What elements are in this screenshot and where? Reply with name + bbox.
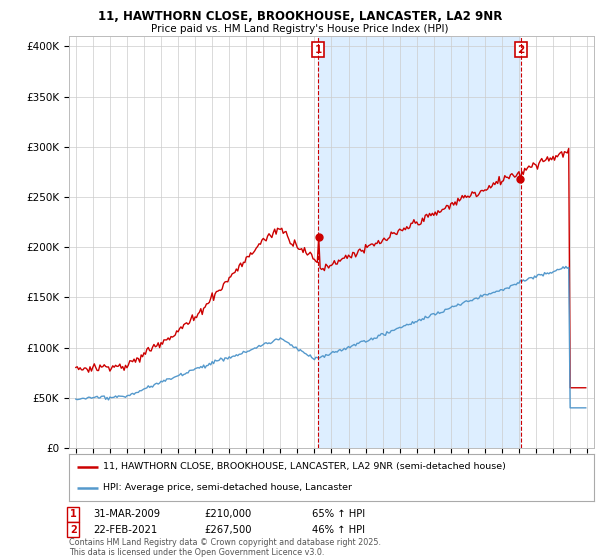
Text: Price paid vs. HM Land Registry's House Price Index (HPI): Price paid vs. HM Land Registry's House … <box>151 24 449 34</box>
Text: 1: 1 <box>70 509 77 519</box>
Text: £267,500: £267,500 <box>204 525 251 535</box>
Text: 11, HAWTHORN CLOSE, BROOKHOUSE, LANCASTER, LA2 9NR (semi-detached house): 11, HAWTHORN CLOSE, BROOKHOUSE, LANCASTE… <box>103 463 506 472</box>
Text: 1: 1 <box>314 45 322 55</box>
Text: 31-MAR-2009: 31-MAR-2009 <box>93 509 160 519</box>
Text: £210,000: £210,000 <box>204 509 251 519</box>
Text: 11, HAWTHORN CLOSE, BROOKHOUSE, LANCASTER, LA2 9NR: 11, HAWTHORN CLOSE, BROOKHOUSE, LANCASTE… <box>98 10 502 23</box>
Bar <box>318 36 521 448</box>
Text: 65% ↑ HPI: 65% ↑ HPI <box>312 509 365 519</box>
Text: 2: 2 <box>517 45 524 55</box>
Text: 22-FEB-2021: 22-FEB-2021 <box>93 525 157 535</box>
Text: Contains HM Land Registry data © Crown copyright and database right 2025.
This d: Contains HM Land Registry data © Crown c… <box>69 538 381 557</box>
Text: 2: 2 <box>70 525 77 535</box>
Text: HPI: Average price, semi-detached house, Lancaster: HPI: Average price, semi-detached house,… <box>103 483 352 492</box>
Text: 46% ↑ HPI: 46% ↑ HPI <box>312 525 365 535</box>
